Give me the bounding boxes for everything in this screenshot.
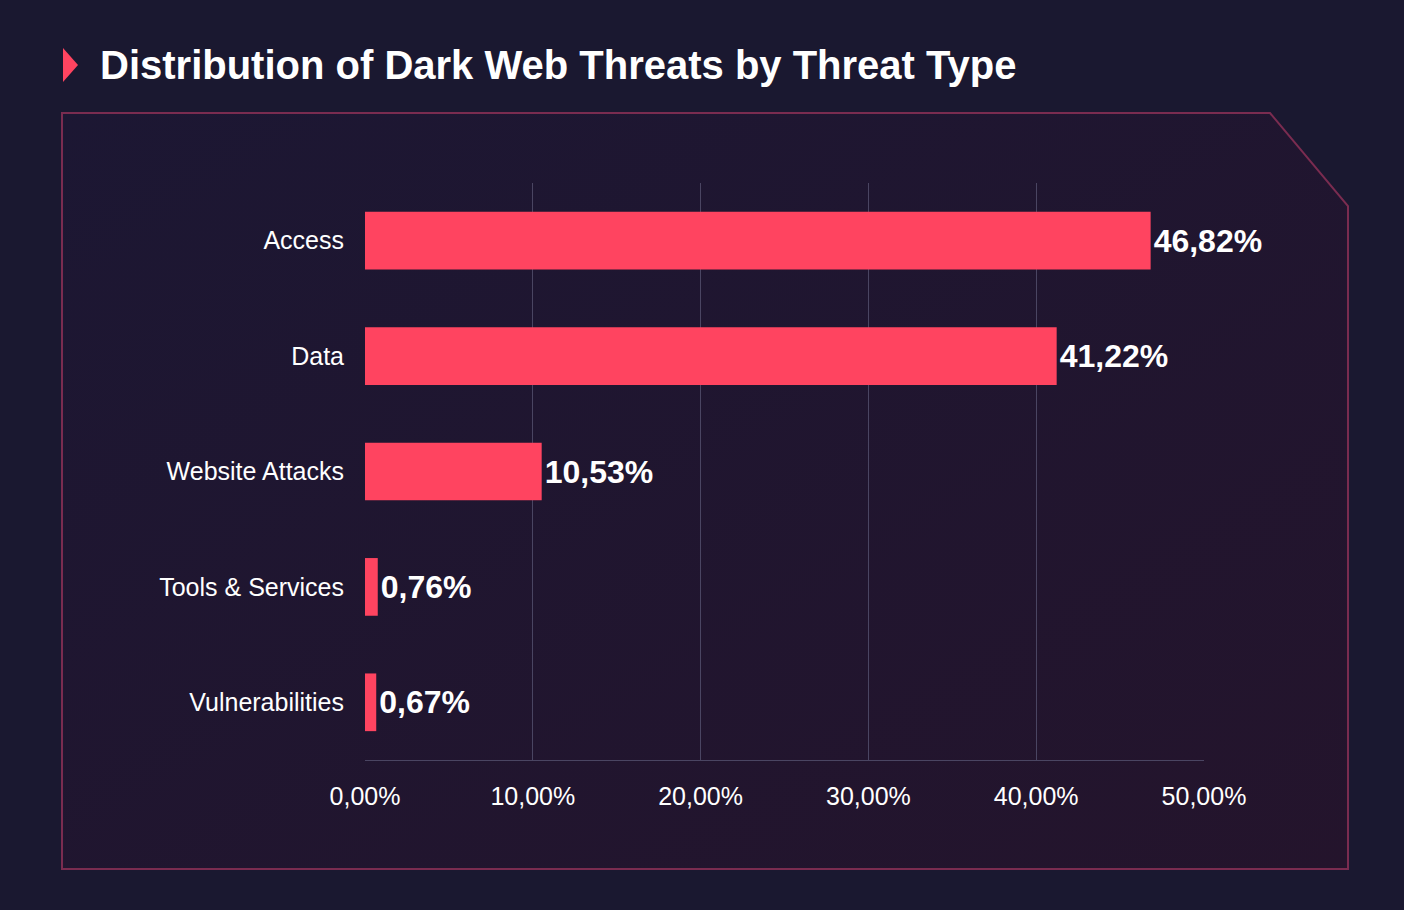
svg-text:0,67%: 0,67% [379, 684, 470, 720]
svg-text:Data: Data [291, 342, 344, 370]
svg-text:Distribution of Dark Web Threa: Distribution of Dark Web Threats by Thre… [100, 43, 1016, 87]
svg-text:0,00%: 0,00% [330, 782, 401, 810]
svg-text:40,00%: 40,00% [994, 782, 1079, 810]
svg-text:0,76%: 0,76% [381, 569, 472, 605]
svg-text:41,22%: 41,22% [1060, 338, 1169, 374]
svg-text:Tools & Services: Tools & Services [159, 573, 344, 601]
svg-text:Access: Access [263, 226, 344, 254]
svg-text:10,00%: 10,00% [490, 782, 575, 810]
svg-text:46,82%: 46,82% [1154, 223, 1263, 259]
svg-text:Website Attacks: Website Attacks [167, 457, 344, 485]
svg-text:20,00%: 20,00% [658, 782, 743, 810]
svg-text:30,00%: 30,00% [826, 782, 911, 810]
svg-text:10,53%: 10,53% [545, 454, 654, 490]
svg-text:Vulnerabilities: Vulnerabilities [189, 688, 344, 716]
svg-text:50,00%: 50,00% [1162, 782, 1247, 810]
